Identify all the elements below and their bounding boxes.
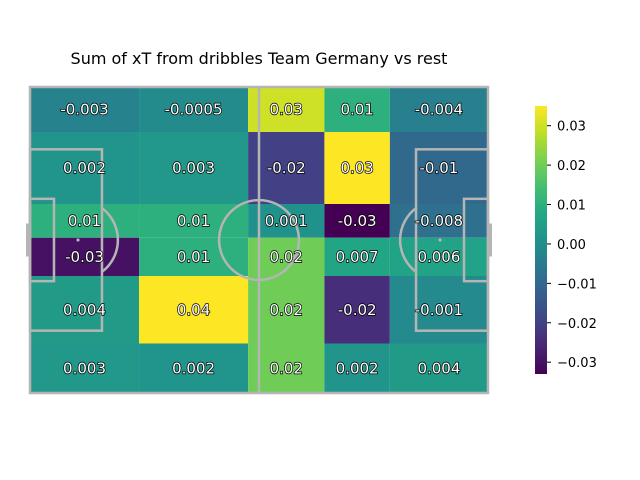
cell-value-label: 0.004 [63, 301, 106, 319]
colorbar-tick-label: −0.02 [557, 317, 597, 332]
heatmap-cell [324, 204, 390, 238]
heatmap-cell [389, 237, 488, 276]
heatmap-cell [248, 132, 325, 204]
cell-value-label: 0.01 [177, 248, 210, 266]
heatmap-cell [139, 237, 249, 276]
cell-value-label: 0.001 [265, 212, 308, 230]
cell-value-label: 0.004 [417, 359, 460, 377]
heatmap-cell [389, 132, 488, 204]
cell-value-label: -0.03 [65, 248, 104, 266]
heatmap-cell [324, 343, 390, 393]
heatmap-cell [248, 276, 325, 344]
cell-value-label: 0.002 [336, 359, 379, 377]
colorbar-tick-label: 0.03 [557, 120, 586, 135]
cell-value-label: 0.003 [63, 359, 106, 377]
cell-value-label: 0.002 [63, 159, 106, 177]
cell-value-label: 0.02 [270, 359, 303, 377]
colorbar-tick-label: −0.01 [557, 277, 597, 292]
heatmap-cells [30, 87, 488, 393]
heatmap-cell [139, 276, 249, 344]
heatmap-cell [30, 204, 140, 238]
cell-value-label: 0.01 [68, 212, 101, 230]
cell-value-label: -0.02 [338, 301, 377, 319]
cell-value-label: 0.007 [336, 248, 379, 266]
cell-value-label: -0.02 [267, 159, 306, 177]
chart-title: Sum of xT from dribbles Team Germany vs … [71, 49, 448, 68]
heatmap-cell [30, 276, 140, 344]
pitch-lines [26, 85, 492, 395]
left-goal [26, 223, 30, 257]
colorbar-gradient [535, 106, 547, 374]
heatmap-cell [324, 87, 390, 132]
heatmap-cell [324, 276, 390, 344]
cell-value-label: -0.001 [415, 301, 463, 319]
cell-value-label: -0.01 [420, 159, 459, 177]
heatmap-cell [30, 343, 140, 393]
center-spot [257, 238, 261, 242]
cell-value-label: 0.02 [270, 301, 303, 319]
heatmap-cell [389, 87, 488, 132]
heatmap-cell [248, 343, 325, 393]
cell-value-label: 0.03 [270, 101, 303, 119]
cell-value-label: 0.006 [417, 248, 460, 266]
cell-value-label: 0.002 [172, 359, 215, 377]
heatmap-cell [139, 132, 249, 204]
right-penalty-spot [438, 238, 442, 242]
heatmap-cell [30, 132, 140, 204]
heatmap-cell [324, 237, 390, 276]
right-goal [488, 223, 492, 257]
cell-value-label: 0.03 [340, 159, 373, 177]
right-penalty-arc [398, 207, 417, 273]
heatmap-cell [30, 237, 140, 276]
heatmap-cell [139, 87, 249, 132]
heatmap-cell [389, 343, 488, 393]
cell-value-label: -0.03 [338, 212, 377, 230]
cell-value-label: 0.02 [270, 248, 303, 266]
colorbar-tick-label: 0.02 [557, 159, 586, 174]
heatmap-cell [30, 87, 140, 132]
cell-value-label: 0.01 [177, 212, 210, 230]
center-circle [217, 198, 301, 282]
colorbar-tick-label: 0.01 [557, 199, 586, 214]
colorbar-tick-label: 0.00 [557, 238, 586, 253]
colorbar: 0.03 0.02 0.01 0.00 −0.01 −0.02 −0.03 [535, 106, 597, 374]
cell-value-label: -0.004 [415, 101, 463, 119]
cell-value-label: -0.003 [60, 101, 108, 119]
heatmap-cell [139, 343, 249, 393]
cell-value-label: 0.003 [172, 159, 215, 177]
cell-value-label: 0.01 [340, 101, 373, 119]
heatmap-cell [248, 87, 325, 132]
cell-value-label: -0.0005 [165, 101, 223, 119]
left-penalty-arc [101, 207, 120, 273]
heatmap-cell [324, 132, 390, 204]
heatmap-cell [139, 204, 249, 238]
cell-value-label: -0.008 [415, 212, 463, 230]
heatmap-cell [389, 276, 488, 344]
cell-value-labels: -0.003 -0.0005 0.03 0.01 -0.004 0.002 0.003 -0.… [60, 100, 464, 378]
colorbar-tick-label: −0.03 [557, 356, 597, 371]
cell-value-label: 0.04 [177, 301, 210, 319]
left-penalty-spot [76, 238, 80, 242]
